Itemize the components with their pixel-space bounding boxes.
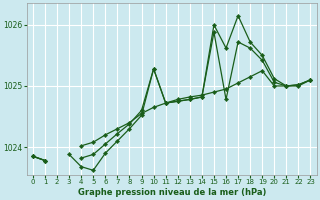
X-axis label: Graphe pression niveau de la mer (hPa): Graphe pression niveau de la mer (hPa) — [77, 188, 266, 197]
